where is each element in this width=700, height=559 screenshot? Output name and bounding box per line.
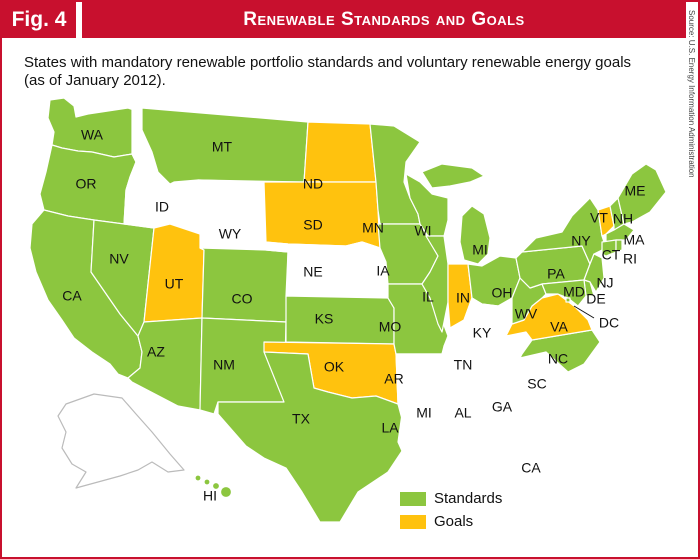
label-md: MD [563, 284, 585, 300]
figure-tag: Fig. 4 [2, 2, 76, 38]
legend-standards-swatch [400, 492, 426, 506]
state-hi-island [203, 478, 211, 486]
state-hi-island [194, 474, 202, 482]
state-nd [303, 121, 377, 183]
figure-title: Renewable Standards and Goals [82, 2, 686, 38]
state-co [199, 247, 289, 323]
figure-header: Fig. 4 Renewable Standards and Goals [2, 2, 698, 38]
label-nh: NH [613, 211, 633, 227]
label-ut: UT [165, 276, 184, 292]
dc-leader-line [573, 305, 595, 319]
label-nj: NJ [596, 275, 613, 291]
state-mi [459, 205, 491, 265]
label-or: OR [76, 176, 97, 192]
label-va: VA [550, 319, 568, 335]
label-ct: CT [602, 247, 621, 263]
label-ne: NE [303, 264, 322, 280]
subtitle-line-1: States with mandatory renewable portfoli… [24, 54, 632, 71]
label-me: ME [625, 183, 646, 199]
state-il [421, 235, 449, 333]
state-mn [369, 123, 421, 225]
label-wv: WV [515, 306, 538, 322]
label-al: AL [454, 405, 471, 421]
state-ct [601, 239, 617, 257]
state-hi [194, 474, 233, 499]
label-ks: KS [315, 311, 334, 327]
label-ok: OK [324, 359, 345, 375]
label-mt: MT [212, 139, 233, 155]
state-ut [143, 223, 205, 323]
label-mi: MI [472, 242, 488, 258]
label-ma: MA [624, 232, 646, 248]
legend-goals-label: Goals [434, 513, 474, 530]
label-in: IN [456, 290, 470, 306]
label-pa: PA [547, 266, 565, 282]
state-mi-upper [421, 163, 485, 189]
state-hi-island [219, 485, 233, 499]
label-dc: DC [599, 315, 619, 331]
label-tx: TX [292, 411, 311, 427]
label-hi: HI [203, 488, 217, 504]
label-ny: NY [571, 233, 591, 249]
label-sd: SD [303, 217, 322, 233]
state-sd [263, 181, 381, 249]
label-ca: CA [62, 288, 82, 304]
label-wi: WI [414, 223, 431, 239]
figure-subtitle: States with mandatory renewable portfoli… [24, 54, 674, 90]
state-ri [615, 239, 623, 253]
label-wa: WA [81, 127, 104, 143]
state-ak [57, 393, 185, 489]
label-ri: RI [623, 251, 637, 267]
label-oh: OH [492, 285, 513, 301]
label-fl: CA [521, 460, 541, 476]
label-vt: VT [590, 210, 608, 226]
label-de: DE [586, 291, 605, 307]
state-dc [565, 297, 571, 303]
label-ar: AR [384, 371, 403, 387]
label-wy: WY [219, 226, 242, 242]
label-nd: ND [303, 176, 323, 192]
legend-standards-label: Standards [434, 490, 503, 507]
label-co: CO [232, 291, 253, 307]
label-sc: SC [527, 376, 546, 392]
label-nm: NM [213, 357, 235, 373]
state-fl [477, 435, 571, 525]
label-ky: KY [473, 325, 492, 341]
label-nv: NV [109, 251, 129, 267]
state-hi-island [211, 481, 221, 491]
state-tx [217, 351, 409, 523]
label-mn: MN [362, 220, 384, 236]
legend-goals-swatch [400, 515, 426, 529]
label-ms: MI [416, 405, 432, 421]
label-id: ID [155, 199, 169, 215]
label-az: AZ [147, 344, 165, 360]
label-ia: IA [376, 263, 390, 279]
label-la: LA [381, 420, 399, 436]
label-il: IL [422, 289, 434, 305]
state-me [617, 163, 667, 225]
state-vt [597, 205, 615, 237]
label-nc: NC [548, 351, 568, 367]
label-tn: TN [454, 357, 473, 373]
state-md [541, 279, 587, 307]
label-mo: MO [379, 319, 402, 335]
label-ga: GA [492, 399, 513, 415]
subtitle-line-2: (as of January 2012). [24, 72, 166, 89]
